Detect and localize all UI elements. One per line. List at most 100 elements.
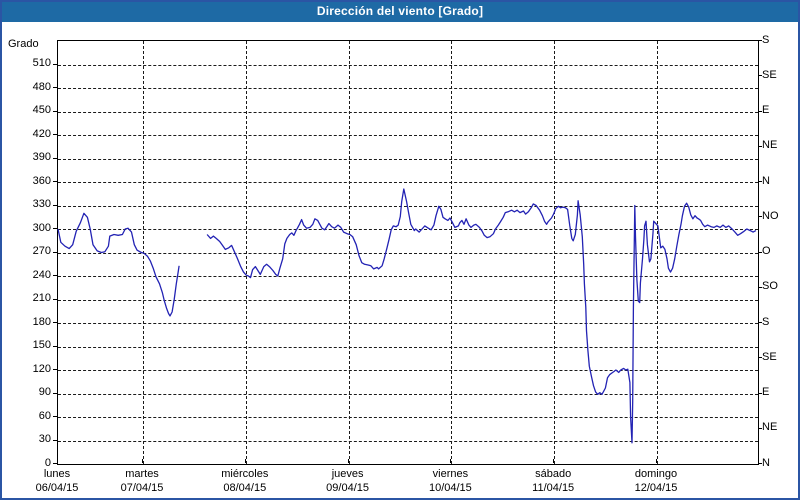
y-tick-label-right: SE <box>762 68 777 81</box>
y-gridline <box>58 276 758 277</box>
y-tick-mark-right <box>758 110 762 112</box>
y-tick-mark-right <box>758 216 762 218</box>
y-tick-label-left: 210 <box>32 292 51 304</box>
y-gridline <box>58 135 758 136</box>
y-tick-mark-left <box>53 275 57 276</box>
y-gridline <box>58 158 758 160</box>
y-tick-mark-left <box>53 439 57 441</box>
y-gridline <box>58 346 758 348</box>
x-day-name: jueves <box>331 468 364 480</box>
y-tick-label-left: 30 <box>38 433 51 445</box>
y-tick-mark-left <box>53 87 57 88</box>
wind-direction-line-layer <box>57 188 757 444</box>
y-tick-label-right: S <box>762 33 770 46</box>
y-tick-label-left: 420 <box>32 127 51 140</box>
x-day-label: viernes 10/04/15 <box>402 467 498 495</box>
y-tick-mark-left <box>53 392 57 394</box>
x-tick-mark <box>142 459 143 463</box>
x-day-label: martes 07/04/15 <box>94 467 190 495</box>
y-tick-label-right: NE <box>762 421 778 434</box>
y-tick-label-left: 360 <box>32 174 51 187</box>
x-gridline <box>554 41 556 464</box>
x-tick-mark <box>450 459 452 463</box>
y-tick-label-left: 300 <box>32 221 51 234</box>
y-tick-label-right: O <box>762 245 771 257</box>
x-tick-mark <box>244 459 246 463</box>
y-tick-mark-left <box>53 416 57 417</box>
y-tick-label-left: 0 <box>44 456 51 469</box>
y-tick-mark-left <box>53 134 57 135</box>
y-tick-label-right: S <box>762 315 770 328</box>
wind-direction-line <box>57 212 180 317</box>
x-day-date: 08/04/15 <box>223 482 267 494</box>
y-gridline <box>58 299 758 301</box>
y-gridline <box>58 111 758 113</box>
wind-direction-line <box>206 188 757 444</box>
y-tick-mark-left <box>53 463 57 464</box>
y-tick-label-right: SO <box>762 280 778 293</box>
y-gridline <box>58 393 758 395</box>
y-tick-mark-right <box>758 392 762 394</box>
y-tick-mark-left <box>53 251 57 253</box>
y-tick-label-left: 510 <box>32 57 51 69</box>
x-day-name: domingo <box>634 468 678 480</box>
x-day-date: 07/04/15 <box>120 482 164 494</box>
y-tick-mark-left <box>53 298 57 300</box>
y-tick-mark-left <box>53 181 57 182</box>
y-tick-mark-right <box>758 181 762 182</box>
y-tick-mark-left <box>53 157 57 159</box>
y-tick-mark-left <box>53 110 57 112</box>
x-day-name: miércoles <box>221 468 269 480</box>
x-day-date: 10/04/15 <box>428 482 472 494</box>
y-tick-mark-left <box>53 322 57 323</box>
y-gridline <box>58 182 758 183</box>
x-day-date: 12/04/15 <box>634 482 678 494</box>
x-day-name: viernes <box>432 468 469 480</box>
x-day-label: domingo 12/04/15 <box>608 467 704 495</box>
y-tick-mark-left <box>53 369 57 370</box>
plot-area <box>57 40 759 465</box>
x-day-date: 11/04/15 <box>532 482 575 494</box>
x-day-date: 06/04/15 <box>35 482 79 494</box>
x-day-label: miércoles 08/04/15 <box>197 467 293 495</box>
x-day-label: lunes 06/04/15 <box>9 467 105 495</box>
chart-title: Dirección del viento [Grado] <box>316 4 484 18</box>
y-gridline <box>58 440 758 442</box>
y-gridline <box>58 64 758 66</box>
x-tick-mark <box>347 459 349 463</box>
y-tick-label-right: N <box>762 456 770 469</box>
y-axis-title: Grado <box>8 38 39 50</box>
y-gridline <box>58 229 758 230</box>
y-tick-label-left: 150 <box>32 339 51 351</box>
y-tick-mark-right <box>758 322 762 323</box>
y-tick-mark-right <box>758 40 762 41</box>
y-tick-mark-left <box>53 204 57 206</box>
title-bar: Dirección del viento [Grado] <box>0 0 800 22</box>
x-day-label: jueves 09/04/15 <box>300 467 396 495</box>
y-tick-mark-right <box>758 145 762 147</box>
y-tick-label-right: E <box>762 104 770 116</box>
y-gridline <box>58 323 758 324</box>
y-tick-label-right: NO <box>762 209 779 222</box>
y-tick-mark-left <box>53 228 57 229</box>
y-tick-label-left: 120 <box>32 362 51 375</box>
x-tick-mark <box>656 459 657 463</box>
y-gridline <box>58 370 758 371</box>
y-tick-mark-right <box>758 357 762 359</box>
x-day-label: sábado 11/04/15 <box>505 467 601 495</box>
y-tick-mark-right <box>758 75 762 77</box>
y-tick-label-left: 240 <box>32 268 51 281</box>
x-day-name: sábado <box>535 468 572 480</box>
x-day-name: martes <box>125 468 159 480</box>
y-tick-mark-right <box>758 251 762 253</box>
y-tick-label-left: 90 <box>38 386 51 398</box>
y-tick-mark-right <box>758 427 762 429</box>
x-day-name: lunes <box>43 468 71 480</box>
y-tick-label-right: E <box>762 386 770 398</box>
y-tick-label-left: 450 <box>32 104 51 116</box>
x-gridline <box>245 41 247 464</box>
y-tick-label-right: NE <box>762 139 778 152</box>
x-tick-mark <box>553 459 555 463</box>
y-tick-label-left: 330 <box>32 198 51 210</box>
